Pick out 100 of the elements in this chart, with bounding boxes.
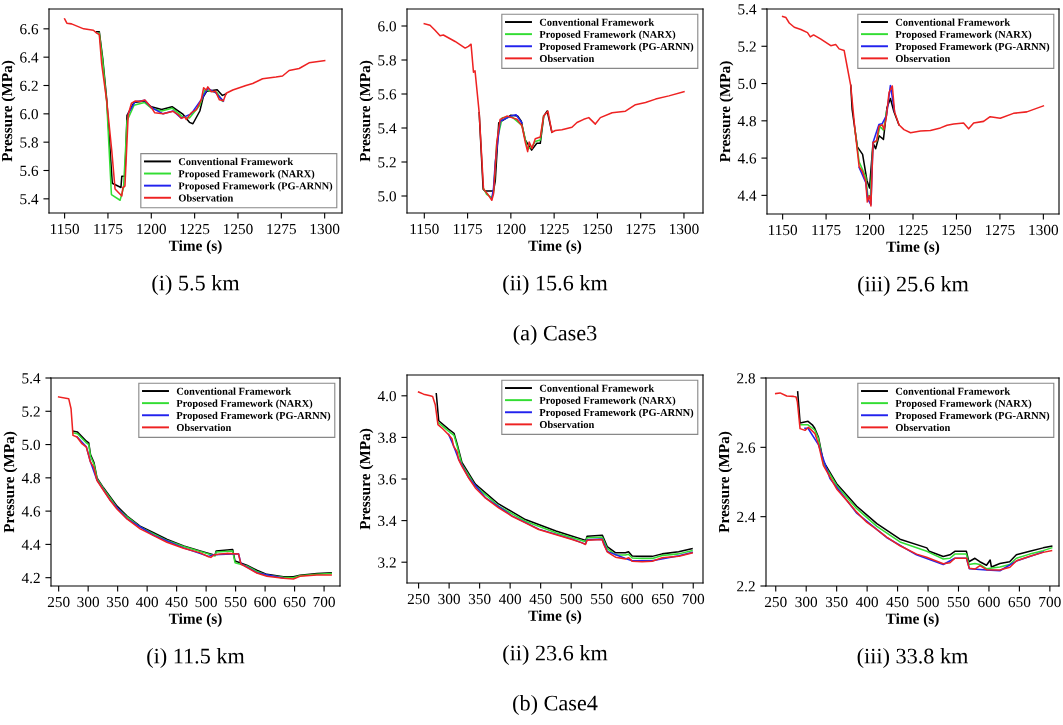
x-tick-label: 400 xyxy=(855,596,878,608)
x-tick-label: 500 xyxy=(195,596,217,608)
x-tick-label: 650 xyxy=(651,593,674,605)
x-tick-label: 500 xyxy=(917,596,939,608)
x-tick-label: 550 xyxy=(591,593,613,605)
y-axis-title: Pressure (MPa) xyxy=(719,61,734,163)
x-tick-label: 1250 xyxy=(942,224,972,236)
x-tick-label: 300 xyxy=(438,593,460,605)
x-tick-label: 700 xyxy=(682,593,705,605)
y-tick-label: 4.6 xyxy=(737,153,757,164)
y-tick-label: 5.6 xyxy=(378,89,397,100)
x-tick-label: 700 xyxy=(1039,596,1061,608)
y-tick-label: 4.8 xyxy=(737,115,756,127)
x-tick-label: 350 xyxy=(825,596,848,608)
x-tick-label: 600 xyxy=(254,596,276,608)
legend-label: Proposed Framework (NARX) xyxy=(539,396,676,406)
x-tick-label: 500 xyxy=(560,593,583,605)
y-axis-title: Pressure (MPa) xyxy=(3,431,18,533)
y-tick-label: 4.8 xyxy=(21,472,40,484)
y-tick-label: 5.6 xyxy=(20,165,39,177)
legend-label: Proposed Framework (NARX) xyxy=(539,30,676,40)
legend-label: Proposed Framework (PG-ARNN) xyxy=(539,408,694,419)
legend-label: Conventional Framework xyxy=(539,18,655,26)
legend-label: Proposed Framework (PG-ARNN) xyxy=(539,42,694,53)
legend-label: Proposed Framework (NARX) xyxy=(895,399,1032,409)
y-tick-label: 2.2 xyxy=(737,581,755,592)
x-tick-label: 1175 xyxy=(812,224,841,236)
x-tick-label: 1200 xyxy=(137,223,166,235)
x-tick-label: 600 xyxy=(621,593,644,605)
legend-label: Observation xyxy=(176,423,232,432)
x-tick-label: 650 xyxy=(1008,596,1031,608)
legend-label: Conventional Framework xyxy=(895,387,1011,395)
text: (iii) 33.8 km xyxy=(857,647,969,669)
x-tick-label: 1225 xyxy=(899,224,928,236)
x-axis-title: Time (s) xyxy=(168,613,222,627)
text: (iii) 25.6 km xyxy=(858,275,969,297)
y-tick-label: 4.2 xyxy=(21,572,40,584)
text: (i) 11.5 km xyxy=(147,647,245,669)
legend-label: Proposed Framework (NARX) xyxy=(176,399,313,409)
x-tick-label: 300 xyxy=(795,596,818,608)
legend-label: Conventional Framework xyxy=(178,157,294,166)
y-tick-label: 5.2 xyxy=(22,406,40,417)
y-tick-label: 4.0 xyxy=(377,390,396,402)
text: (a) Case3 xyxy=(513,324,597,346)
y-tick-label: 5.0 xyxy=(738,78,756,90)
x-tick-label: 1225 xyxy=(540,223,569,235)
y-tick-label: 6.6 xyxy=(20,24,39,35)
x-tick-label: 450 xyxy=(529,593,552,605)
x-tick-label: 1250 xyxy=(224,223,253,235)
x-tick-label: 350 xyxy=(106,596,129,608)
y-tick-label: 3.8 xyxy=(378,432,396,443)
x-tick-label: 550 xyxy=(947,596,970,608)
y-tick-label: 5.4 xyxy=(20,194,39,205)
y-tick-label: 3.6 xyxy=(378,474,397,485)
x-tick-label: 250 xyxy=(764,596,787,608)
x-tick-label: 1200 xyxy=(496,223,526,235)
y-tick-label: 5.8 xyxy=(378,55,396,66)
y-tick-label: 3.4 xyxy=(378,515,397,527)
y-tick-label: 4.4 xyxy=(21,539,41,550)
y-tick-label: 5.0 xyxy=(378,191,396,202)
x-tick-label: 450 xyxy=(165,596,188,608)
x-axis-title: Time (s) xyxy=(885,613,939,627)
y-tick-label: 5.8 xyxy=(20,137,38,148)
text: (ii) 15.6 km xyxy=(503,274,608,296)
x-tick-label: 1175 xyxy=(94,223,123,235)
y-axis-title: Pressure (MPa) xyxy=(718,431,733,533)
y-tick-label: 5.4 xyxy=(378,123,397,134)
text: (ii) 23.6 km xyxy=(503,644,608,666)
x-tick-label: 1150 xyxy=(50,223,80,235)
legend-label: Observation xyxy=(539,420,595,429)
line-series xyxy=(127,87,225,119)
text: (i) 5.5 km xyxy=(152,274,240,296)
x-tick-label: 1275 xyxy=(626,223,656,235)
y-tick-label: 2.8 xyxy=(737,373,755,384)
x-axis-title: Time (s) xyxy=(528,610,582,624)
y-tick-label: 5.4 xyxy=(22,373,41,384)
y-tick-label: 3.2 xyxy=(378,557,396,568)
legend-label: Observation xyxy=(539,54,595,63)
legend-label: Proposed Framework (NARX) xyxy=(178,169,315,180)
x-tick-label: 1275 xyxy=(985,224,1015,236)
x-tick-label: 1275 xyxy=(267,223,296,235)
x-tick-label: 650 xyxy=(283,596,306,608)
y-tick-label: 2.6 xyxy=(737,442,756,453)
legend-label: Proposed Framework (NARX) xyxy=(895,30,1032,40)
x-axis-title: Time (s) xyxy=(886,241,940,255)
x-tick-label: 1225 xyxy=(180,223,210,235)
x-tick-label: 1300 xyxy=(670,223,699,235)
legend-label: Conventional Framework xyxy=(895,18,1011,26)
y-tick-label: 4.6 xyxy=(21,506,41,517)
x-tick-label: 700 xyxy=(313,596,335,608)
x-tick-label: 550 xyxy=(225,596,247,608)
x-tick-label: 1300 xyxy=(310,223,340,235)
x-tick-label: 600 xyxy=(978,596,1000,608)
x-axis-title: Time (s) xyxy=(528,240,582,254)
x-tick-label: 1150 xyxy=(410,223,439,235)
x-tick-label: 1150 xyxy=(769,224,798,236)
x-tick-label: 400 xyxy=(498,593,522,605)
legend-label: Proposed Framework (PG-ARNN) xyxy=(176,411,331,422)
line-series xyxy=(57,396,332,580)
legend-label: Proposed Framework (PG-ARNN) xyxy=(895,42,1050,53)
